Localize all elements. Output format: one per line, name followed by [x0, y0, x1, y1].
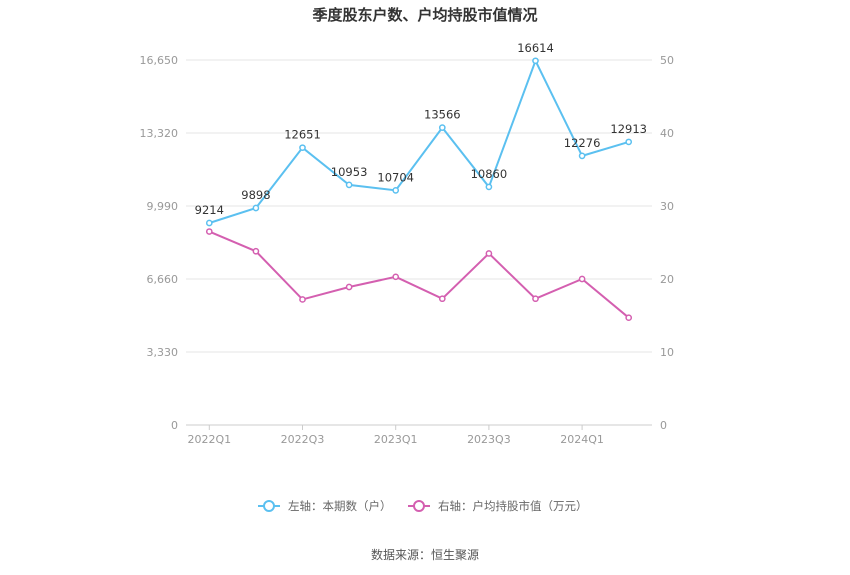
data-label: 10704: [377, 170, 414, 184]
data-point: [578, 152, 586, 160]
left-tick-label: 13,320: [140, 127, 179, 140]
data-point: [345, 181, 353, 189]
legend: 左轴：本期数（户） 右轴：户均持股市值（万元）: [258, 499, 588, 513]
legend-item: 左轴：本期数（户）: [258, 499, 392, 513]
right-tick-label: 50: [660, 54, 674, 67]
series-line: [208, 58, 629, 224]
data-label: 10953: [331, 165, 368, 179]
left-tick-label: 6,660: [147, 273, 179, 286]
legend-marker: [263, 500, 275, 512]
chart-title: 季度股东户数、户均持股市值情况: [312, 6, 537, 24]
right-tick-label: 30: [660, 200, 674, 213]
left-tick-label: 16,650: [140, 54, 179, 67]
right-tick-label: 10: [660, 346, 674, 359]
legend-label: 左轴：本期数（户）: [288, 499, 392, 513]
right-tick-label: 40: [660, 127, 674, 140]
data-label: 12913: [610, 122, 647, 136]
data-point: [299, 144, 306, 152]
source-text: 数据来源：恒生聚源: [371, 547, 479, 562]
data-point: [578, 275, 586, 283]
right-axis-ticks: 0 10 20 30 40 50: [660, 54, 674, 432]
right-tick-label: 0: [660, 419, 667, 432]
left-tick-label: 9,990: [147, 200, 179, 213]
data-point: [392, 273, 400, 281]
data-point: [625, 138, 633, 146]
x-axis: 2022Q1 2022Q3 2023Q1 2023Q3 2024Q1: [186, 424, 652, 446]
series-layer: 9214 9898 12651 10953 10704 13566 10860 16614 12…: [195, 41, 647, 322]
series-0: 9214 9898 12651 10953 10704 13566 10860 16614 12…: [195, 41, 647, 227]
x-tick-label: 2024Q1: [560, 433, 604, 446]
x-tick-label: 2023Q1: [374, 433, 418, 446]
data-point: [205, 219, 213, 227]
data-point: [205, 228, 213, 235]
left-axis-ticks: 0 3,330 6,660 9,990 13,320 16,650: [140, 54, 179, 432]
legend-marker: [413, 500, 425, 512]
data-label: 9214: [195, 203, 224, 217]
right-tick-label: 20: [660, 273, 674, 286]
data-point: [532, 295, 539, 303]
data-point: [438, 124, 446, 131]
data-point: [625, 314, 633, 322]
data-point: [485, 183, 493, 191]
data-point: [252, 247, 260, 255]
data-label: 9898: [241, 188, 270, 202]
data-label: 16614: [517, 41, 554, 55]
left-tick-label: 0: [171, 419, 178, 432]
series-1: [205, 228, 633, 322]
data-label: 10860: [471, 167, 508, 181]
left-tick-label: 3,330: [147, 346, 179, 359]
data-point: [485, 250, 493, 257]
grid-lines: [186, 59, 652, 353]
data-label: 12651: [284, 128, 321, 142]
legend-label: 右轴：户均持股市值（万元）: [438, 499, 588, 513]
data-point: [252, 204, 260, 212]
data-point: [392, 186, 400, 194]
data-point: [345, 283, 353, 291]
x-tick-label: 2022Q1: [187, 433, 231, 446]
data-point: [438, 295, 446, 303]
x-tick-label: 2022Q3: [281, 433, 325, 446]
legend-item: 右轴：户均持股市值（万元）: [408, 499, 588, 513]
data-label: 13566: [424, 108, 461, 122]
data-point: [532, 57, 539, 65]
series-line: [208, 230, 630, 319]
x-tick-label: 2023Q3: [467, 433, 511, 446]
data-point: [299, 296, 306, 303]
data-label: 12276: [564, 136, 601, 150]
